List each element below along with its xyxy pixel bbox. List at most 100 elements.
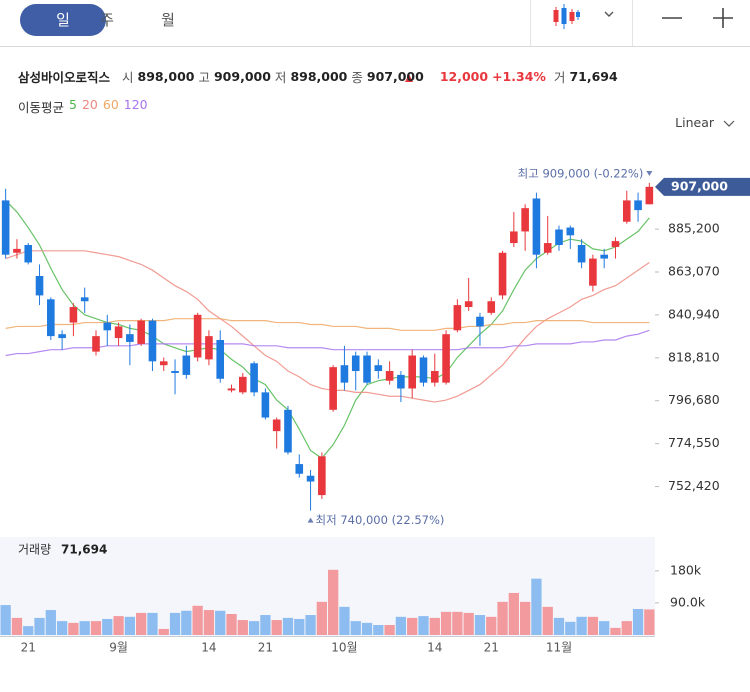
volume-bar (226, 613, 237, 635)
legend-item[interactable]: 5 (69, 97, 77, 112)
ma-line (5, 318, 650, 331)
y-tick-label: 90.0k (670, 594, 706, 609)
volume-value: 71,694 (569, 69, 618, 84)
scale-dropdown-icon[interactable] (723, 120, 735, 127)
volume-bar (181, 610, 192, 635)
volume-bar (384, 625, 395, 635)
candle-body (13, 248, 21, 253)
volume-bar (158, 628, 169, 635)
volume-bar (102, 618, 113, 635)
candle-body (227, 388, 236, 391)
quote-value: 898,000 (137, 69, 195, 84)
volume-bar (429, 617, 440, 635)
change-pct: +1.34% (492, 69, 546, 84)
candle-body (532, 198, 541, 255)
volume-bar (587, 616, 599, 635)
candle-body (487, 301, 496, 313)
stock-name: 삼성바이오로직스 (18, 70, 111, 85)
volume-bar (136, 612, 147, 635)
volume-bar (0, 605, 11, 635)
candle-body (645, 186, 654, 205)
ma-legend: 이동평균 5 20 60 120 (18, 97, 148, 116)
x-tick-label: 21 (258, 641, 273, 655)
legend-item[interactable]: 20 (81, 97, 98, 112)
volume-bar (339, 606, 350, 635)
chart-type-icon[interactable] (553, 4, 581, 29)
ma-line (5, 250, 650, 403)
quote-label: 저 (274, 70, 287, 85)
quote-label: 고 (198, 70, 210, 85)
x-tick-label: 21 (21, 641, 36, 655)
tab[interactable]: 일 (20, 4, 106, 36)
candle-body (126, 334, 134, 342)
candle-body (374, 365, 383, 372)
scale-label: Linear (675, 115, 714, 130)
volume-bar (147, 612, 158, 635)
y-tick-label: 840,940 (668, 306, 720, 321)
high-annotation: 최고 909,000 (-0.22%) (518, 166, 644, 180)
volume-bar (463, 612, 474, 635)
candle-body (408, 355, 416, 389)
y-tick-label: 180k (670, 562, 702, 577)
quote-value: 907,000 (366, 69, 424, 84)
volume-bar (282, 617, 294, 635)
candle-body (103, 322, 112, 331)
candle-body (24, 245, 33, 263)
volume-bar (350, 621, 361, 635)
ma-line (5, 329, 650, 357)
legend-item[interactable]: 120 (123, 97, 148, 112)
volume-label: 거 (553, 70, 566, 85)
x-tick-label: 14 (427, 641, 442, 655)
candle-body (430, 371, 439, 383)
candle-body (69, 307, 78, 323)
ma-label: 이동평균 (18, 100, 65, 115)
candle-body (159, 361, 168, 366)
high-marker (646, 170, 653, 176)
candle-body (306, 475, 315, 482)
y-tick-label: 774,550 (668, 435, 720, 450)
volume-bar (215, 610, 226, 635)
volume-bar (452, 611, 463, 635)
y-tick-label: 796,680 (668, 392, 720, 407)
zoom-in-icon[interactable] (713, 8, 733, 28)
volume-bar (316, 601, 327, 635)
tab[interactable]: 월 (161, 11, 175, 29)
volume-bar (508, 592, 519, 635)
volume-bar (407, 617, 418, 635)
volume-bar (248, 621, 260, 635)
volume-bar (328, 569, 339, 635)
y-tick-label: 752,420 (668, 478, 720, 493)
volume-bar (124, 616, 136, 635)
volume-bar (644, 609, 655, 635)
change: 12,000 (439, 69, 489, 84)
candle-body (611, 241, 620, 247)
volume-bar (474, 615, 486, 635)
x-tick-label: 11월 (546, 641, 572, 655)
dropdown-icon[interactable] (604, 11, 614, 17)
scale-select[interactable]: Linear (675, 115, 736, 130)
volume-bar (553, 617, 565, 635)
ma-line (5, 199, 650, 460)
volume-bar (56, 621, 68, 635)
toolbar: 일 주 월 (0, 0, 750, 47)
candle-body (148, 320, 157, 362)
volume-current: 71,694 (61, 543, 107, 557)
candle-body (419, 357, 428, 383)
candle-body (600, 254, 608, 259)
x-tick-label: 9월 (109, 641, 128, 655)
volume-bar (11, 617, 23, 635)
volume-bar (260, 615, 271, 635)
low-marker (307, 517, 314, 523)
candle-body (182, 355, 191, 375)
volume-bar (68, 622, 79, 635)
candle-body (634, 200, 642, 211)
volume-bar (542, 606, 553, 635)
price-tag-label: 907,000 (671, 178, 728, 193)
volume-bar (373, 625, 384, 635)
tab[interactable]: 주 (100, 11, 114, 29)
candle-body (1, 200, 10, 255)
candle-body (284, 409, 292, 453)
candle-body (80, 297, 89, 302)
legend-item[interactable]: 60 (102, 97, 119, 112)
